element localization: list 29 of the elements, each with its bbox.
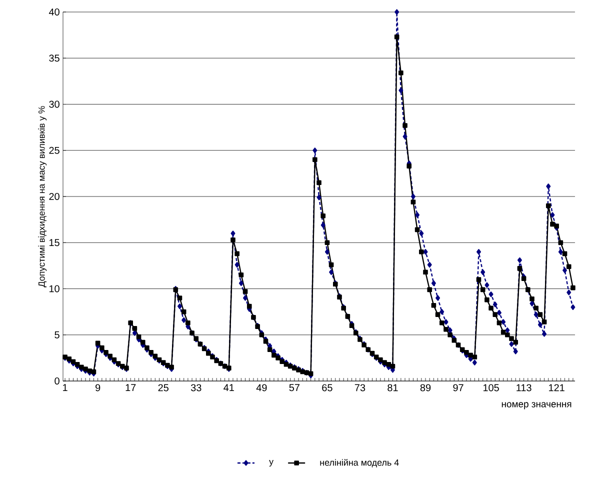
x-tick-label: 41 — [224, 384, 234, 392]
x-tick-label: 9 — [96, 384, 100, 392]
y-tick-label: 10 — [50, 285, 60, 292]
y-tick-label: 35 — [49, 54, 60, 62]
x-tick-label: 17 — [126, 384, 136, 392]
x-tick-label: 49 — [256, 384, 267, 392]
x-tick-label: 105 — [483, 384, 499, 392]
y-tick-label: 30 — [49, 100, 60, 108]
x-tick-label: 1 — [63, 384, 68, 392]
legend-label: y — [269, 460, 274, 467]
x-axis-title: номер значення — [502, 402, 572, 410]
x-tick-label: 33 — [190, 384, 202, 392]
legend-label: нелінійна модель 4 — [320, 458, 399, 468]
x-tick-label: 97 — [453, 384, 464, 392]
x-tick-label: 121 — [549, 384, 564, 392]
y-tick-label: 15 — [50, 239, 60, 246]
x-tick-label: 113 — [516, 384, 532, 392]
x-tick-label: 81 — [388, 384, 398, 392]
x-tick-label: 25 — [158, 384, 168, 392]
y-tick-label: 20 — [49, 192, 60, 200]
x-tick-label: 73 — [354, 384, 366, 392]
y-axis-title: Допустимі відхидення на масу виливків у % — [38, 106, 47, 288]
x-tick-label: 57 — [289, 384, 300, 392]
y-tick-label: 25 — [49, 146, 60, 154]
y-tick-label: 0 — [54, 377, 60, 385]
x-tick-label: 65 — [322, 384, 332, 392]
x-tick-label: 89 — [420, 384, 431, 392]
y-tick-label: 5 — [54, 331, 60, 338]
y-tick-label: 40 — [48, 8, 60, 16]
